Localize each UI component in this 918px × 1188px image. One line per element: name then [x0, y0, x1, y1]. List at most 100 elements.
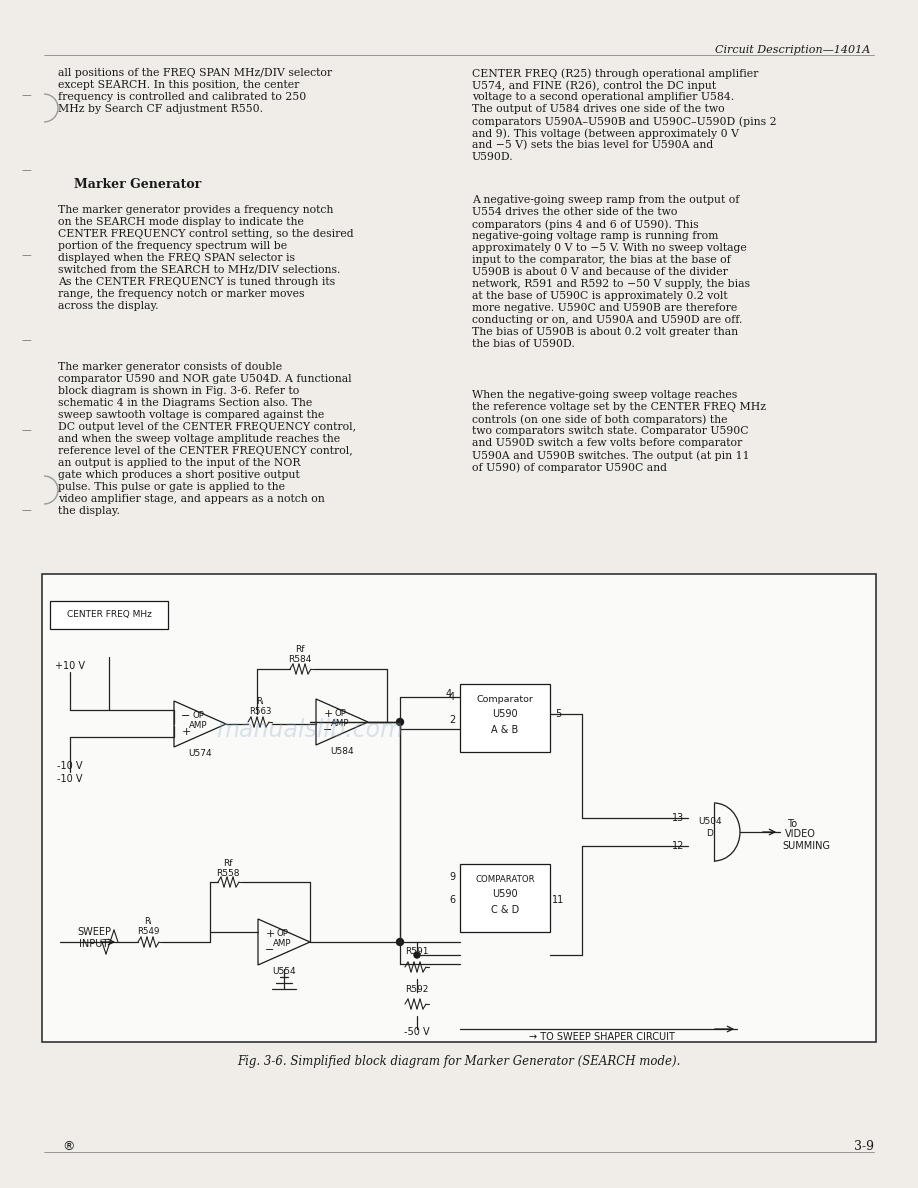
Text: 13: 13 — [672, 813, 684, 823]
Text: -10 V: -10 V — [57, 762, 83, 771]
Text: +10 V: +10 V — [55, 661, 85, 671]
Text: Marker Generator: Marker Generator — [74, 178, 201, 191]
Text: all positions of the FREQ SPAN MHz/DIV selector: all positions of the FREQ SPAN MHz/DIV s… — [58, 68, 332, 78]
Text: R549: R549 — [137, 928, 159, 936]
Text: —: — — [21, 505, 31, 516]
Text: Circuit Description—1401A: Circuit Description—1401A — [715, 45, 870, 55]
Text: SWEEP: SWEEP — [77, 927, 111, 937]
Text: U590A and U590B switches. The output (at pin 11: U590A and U590B switches. The output (at… — [472, 450, 750, 461]
Text: Fig. 3-6. Simplified block diagram for Marker Generator (SEARCH mode).: Fig. 3-6. Simplified block diagram for M… — [238, 1055, 680, 1068]
Text: U574, and FINE (R26), control the DC input: U574, and FINE (R26), control the DC inp… — [472, 80, 716, 90]
Bar — [460, 684, 550, 752]
Circle shape — [414, 952, 420, 958]
Text: the reference voltage set by the CENTER FREQ MHz: the reference voltage set by the CENTER … — [472, 402, 766, 412]
Text: an output is applied to the input of the NOR: an output is applied to the input of the… — [58, 459, 300, 468]
Text: C & D: C & D — [491, 905, 519, 915]
Text: U590: U590 — [492, 889, 518, 899]
Text: → TO SWEEP SHAPER CIRCUIT: → TO SWEEP SHAPER CIRCUIT — [529, 1032, 675, 1042]
Bar — [50, 601, 168, 628]
Text: frequency is controlled and calibrated to 250: frequency is controlled and calibrated t… — [58, 91, 307, 102]
Text: the display.: the display. — [58, 506, 120, 516]
Text: AMP: AMP — [330, 720, 349, 728]
Text: SUMMING: SUMMING — [782, 841, 830, 851]
Text: -10 V: -10 V — [57, 775, 83, 784]
Text: comparators U590A–U590B and U590C–U590D (pins 2: comparators U590A–U590B and U590C–U590D … — [472, 116, 777, 127]
Text: 11: 11 — [552, 895, 565, 905]
Text: approximately 0 V to −5 V. With no sweep voltage: approximately 0 V to −5 V. With no sweep… — [472, 244, 746, 253]
Text: Rf: Rf — [296, 645, 305, 653]
Text: VIDEO: VIDEO — [785, 829, 816, 839]
Text: −: − — [265, 944, 274, 955]
Text: reference level of the CENTER FREQUENCY control,: reference level of the CENTER FREQUENCY … — [58, 446, 353, 456]
Text: 9: 9 — [449, 872, 455, 881]
Text: sweep sawtooth voltage is compared against the: sweep sawtooth voltage is compared again… — [58, 410, 324, 421]
Text: A negative-going sweep ramp from the output of: A negative-going sweep ramp from the out… — [472, 195, 739, 206]
Text: The marker generator provides a frequency notch: The marker generator provides a frequenc… — [58, 206, 333, 215]
Text: block diagram is shown in Fig. 3-6. Refer to: block diagram is shown in Fig. 3-6. Refe… — [58, 386, 299, 396]
Text: U584: U584 — [330, 747, 353, 757]
Text: pulse. This pulse or gate is applied to the: pulse. This pulse or gate is applied to … — [58, 482, 285, 492]
Text: OP: OP — [334, 709, 346, 719]
Text: —: — — [21, 335, 31, 345]
Text: of U590) of comparator U590C and: of U590) of comparator U590C and — [472, 462, 667, 473]
Text: When the negative-going sweep voltage reaches: When the negative-going sweep voltage re… — [472, 390, 737, 400]
Text: U504: U504 — [699, 817, 722, 827]
Text: Rᵢ: Rᵢ — [256, 697, 263, 707]
Text: U554 drives the other side of the two: U554 drives the other side of the two — [472, 207, 677, 217]
Text: and −5 V) sets the bias level for U590A and: and −5 V) sets the bias level for U590A … — [472, 140, 713, 151]
Text: 12: 12 — [672, 841, 684, 851]
Text: −: − — [323, 725, 332, 735]
Text: network, R591 and R592 to −50 V supply, the bias: network, R591 and R592 to −50 V supply, … — [472, 279, 750, 289]
Text: input to the comparator, the bias at the base of: input to the comparator, the bias at the… — [472, 255, 731, 265]
Text: 2: 2 — [449, 715, 455, 725]
Text: U590: U590 — [492, 709, 518, 719]
Text: the bias of U590D.: the bias of U590D. — [472, 339, 575, 349]
Text: The marker generator consists of double: The marker generator consists of double — [58, 362, 282, 372]
Text: and U590D switch a few volts before comparator: and U590D switch a few volts before comp… — [472, 438, 743, 448]
Text: and when the sweep voltage amplitude reaches the: and when the sweep voltage amplitude rea… — [58, 434, 341, 444]
Text: −: − — [182, 710, 191, 721]
Text: DC output level of the CENTER FREQUENCY control,: DC output level of the CENTER FREQUENCY … — [58, 422, 356, 432]
Text: voltage to a second operational amplifier U584.: voltage to a second operational amplifie… — [472, 91, 734, 102]
Bar — [460, 864, 550, 933]
Text: R563: R563 — [249, 708, 271, 716]
Text: AMP: AMP — [189, 721, 207, 731]
Text: CENTER FREQUENCY control setting, so the desired: CENTER FREQUENCY control setting, so the… — [58, 229, 353, 239]
Text: more negative. U590C and U590B are therefore: more negative. U590C and U590B are there… — [472, 303, 737, 312]
Text: U590D.: U590D. — [472, 152, 514, 162]
Text: ®: ® — [62, 1140, 74, 1154]
Text: portion of the frequency spectrum will be: portion of the frequency spectrum will b… — [58, 241, 287, 251]
Text: OP: OP — [192, 712, 204, 720]
Text: MHz by Search CF adjustment R550.: MHz by Search CF adjustment R550. — [58, 105, 263, 114]
Text: D: D — [707, 829, 713, 839]
Text: To: To — [787, 819, 797, 829]
Text: 3-9: 3-9 — [854, 1140, 874, 1154]
Text: U574: U574 — [188, 750, 212, 758]
Text: on the SEARCH mode display to indicate the: on the SEARCH mode display to indicate t… — [58, 217, 304, 227]
Text: Comparator: Comparator — [476, 695, 533, 704]
Text: schematic 4 in the Diagrams Section also. The: schematic 4 in the Diagrams Section also… — [58, 398, 312, 407]
Bar — [688, 803, 740, 861]
Text: The bias of U590B is about 0.2 volt greater than: The bias of U590B is about 0.2 volt grea… — [472, 327, 738, 337]
Text: switched from the SEARCH to MHz/DIV selections.: switched from the SEARCH to MHz/DIV sele… — [58, 265, 341, 274]
Text: across the display.: across the display. — [58, 301, 159, 311]
Text: OP: OP — [276, 929, 288, 939]
Text: negative-going voltage ramp is running from: negative-going voltage ramp is running f… — [472, 230, 719, 241]
Text: video amplifier stage, and appears as a notch on: video amplifier stage, and appears as a … — [58, 494, 325, 504]
Text: Rᵢ: Rᵢ — [144, 917, 151, 927]
Circle shape — [397, 939, 404, 946]
Text: two comparators switch state. Comparator U590C: two comparators switch state. Comparator… — [472, 426, 748, 436]
Text: except SEARCH. In this position, the center: except SEARCH. In this position, the cen… — [58, 80, 299, 90]
Text: —: — — [21, 425, 31, 435]
Text: CENTER FREQ MHz: CENTER FREQ MHz — [67, 611, 151, 619]
Text: +: + — [265, 929, 274, 939]
Text: INPUT: INPUT — [79, 939, 108, 949]
Text: displayed when the FREQ SPAN selector is: displayed when the FREQ SPAN selector is — [58, 253, 295, 263]
Text: U554: U554 — [273, 967, 296, 977]
Text: Rf: Rf — [223, 859, 233, 868]
Text: A & B: A & B — [491, 725, 519, 735]
Text: —: — — [21, 165, 31, 175]
Text: manualslib.com: manualslib.com — [217, 718, 404, 742]
Text: at the base of U590C is approximately 0.2 volt: at the base of U590C is approximately 0.… — [472, 291, 728, 301]
Bar — [42, 574, 876, 1042]
